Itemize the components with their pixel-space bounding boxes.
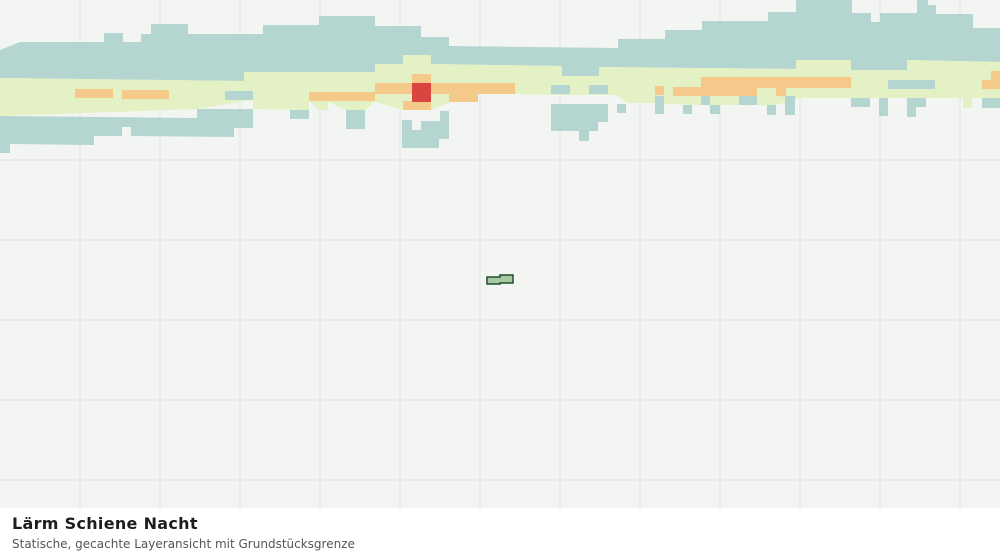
- map-title: Lärm Schiene Nacht: [12, 514, 198, 533]
- parcel-boundary: [486, 274, 514, 285]
- map-canvas: [0, 0, 1000, 508]
- map-subtitle: Statische, gecachte Layeransicht mit Gru…: [12, 537, 355, 551]
- caption: Lärm Schiene Nacht Statische, gecachte L…: [0, 508, 1000, 560]
- noise-layer: [0, 0, 1000, 153]
